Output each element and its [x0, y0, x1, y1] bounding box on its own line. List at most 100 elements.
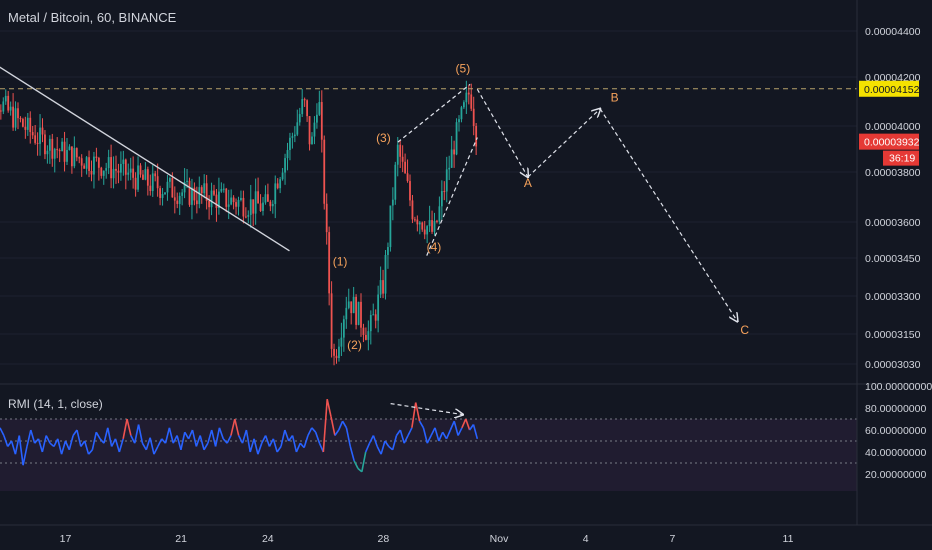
time-axis[interactable]: 17 21 24 28 Nov 4 7 11 — [0, 524, 932, 545]
candle-body — [342, 319, 345, 338]
candle-body — [362, 327, 365, 335]
rmi-line-segment — [103, 427, 109, 444]
candle-body — [436, 220, 438, 222]
candle-body — [22, 119, 24, 127]
rmi-pane[interactable] — [0, 383, 932, 491]
candle-body — [24, 126, 27, 130]
candle-body — [193, 187, 196, 201]
candle-body — [227, 204, 230, 207]
candle-body — [149, 185, 152, 192]
wave-label: (3) — [376, 131, 391, 145]
candle-body — [34, 135, 37, 143]
rmi-line-segment — [87, 449, 93, 455]
candle-body — [191, 187, 193, 205]
candle-body — [132, 168, 135, 178]
rmi-line-segment — [76, 429, 82, 447]
rmi-line-segment — [161, 438, 167, 444]
badge-text: 0.00003932 — [864, 137, 920, 149]
price-tick-label: 0.00003800 — [865, 167, 921, 179]
candle-body — [389, 205, 392, 248]
candle-body — [421, 222, 424, 230]
rmi-line-segment — [118, 438, 124, 453]
candle-body — [259, 203, 262, 211]
rmi-line-segment — [314, 431, 321, 444]
candle-body — [316, 114, 318, 123]
rmi-line-segment — [30, 429, 36, 444]
candle-body — [124, 159, 127, 175]
rmi-line-segment — [341, 420, 348, 429]
candle-body — [56, 149, 59, 151]
rmi-line-segment — [68, 435, 74, 451]
rmi-line-segment — [322, 399, 328, 453]
badge-background — [859, 80, 919, 97]
candle-body — [396, 144, 399, 165]
rmi-line-segment — [411, 402, 417, 428]
candle-body — [161, 194, 164, 198]
candle-body — [31, 132, 34, 136]
candle-body — [112, 168, 115, 179]
rmi-line-segment — [176, 435, 182, 451]
rmi-line-segment — [110, 438, 117, 447]
rmi-line-segment — [41, 435, 47, 453]
candle-body — [426, 226, 429, 235]
candle-body — [274, 183, 277, 204]
candle-body — [88, 157, 90, 171]
candle-body — [244, 216, 247, 218]
rmi-line-segment — [7, 440, 13, 447]
countdown-background — [883, 150, 919, 166]
rmi-line-segment — [295, 442, 301, 453]
rmi-line-segment — [338, 420, 344, 431]
candle-body — [7, 95, 10, 111]
rmi-line-segment — [430, 427, 436, 436]
candle-body — [166, 181, 169, 193]
candle-body — [357, 301, 360, 325]
candle-body — [200, 187, 203, 194]
price-tick-label: 0.00003600 — [865, 217, 921, 229]
candle-body — [203, 183, 206, 194]
candle-body — [264, 194, 267, 203]
candle-body — [276, 183, 279, 189]
candle-body — [308, 116, 311, 145]
candle-body — [95, 156, 98, 158]
rmi-line-segment — [284, 429, 290, 442]
candle-body — [458, 119, 460, 123]
candle-body — [355, 296, 357, 325]
rmi-line-segment — [106, 427, 113, 447]
rmi-line-segment — [195, 435, 201, 447]
candle-body — [384, 254, 387, 294]
rmi-line-segment — [330, 416, 336, 436]
rmi-line-segment — [137, 424, 144, 444]
price-pane[interactable]: (1) (2) (3) (4) (5) A B C — [0, 36, 857, 366]
price-tick-label: 0.00003300 — [865, 291, 921, 303]
candle-body — [71, 146, 73, 167]
rmi-line-segment — [145, 437, 151, 451]
candle-body — [53, 149, 56, 159]
candle-body — [404, 161, 406, 174]
rmi-line-segment — [376, 446, 382, 455]
candle-body — [350, 301, 353, 314]
symbol-title: Metal / Bitcoin, 60, BINANCE — [8, 10, 177, 25]
rmi-line-segment — [218, 427, 225, 440]
rmi-line-segment — [307, 427, 313, 436]
candle-body — [156, 176, 159, 189]
rmi-line-segment — [453, 420, 459, 436]
candle-body — [215, 194, 218, 208]
candle-body — [399, 144, 402, 157]
candle-body — [188, 180, 191, 205]
last-price-badge: 0.00003932 36:19 — [859, 133, 920, 166]
rmi-line-segment — [434, 427, 440, 442]
candle-body — [281, 172, 284, 180]
rmi-line-segment — [184, 431, 190, 440]
candle-body — [127, 172, 130, 175]
rmi-line-segment — [64, 440, 71, 451]
candle-body — [311, 136, 313, 145]
candle-body — [387, 247, 389, 255]
wave-label: (5) — [456, 61, 471, 75]
candle-body — [80, 158, 83, 166]
candle-body — [232, 197, 235, 203]
candle-body — [19, 118, 22, 120]
price-axis[interactable]: 0.000044000.000042000.000040000.00003800… — [856, 0, 932, 525]
candle-body — [93, 156, 95, 175]
candle-body — [423, 229, 426, 235]
